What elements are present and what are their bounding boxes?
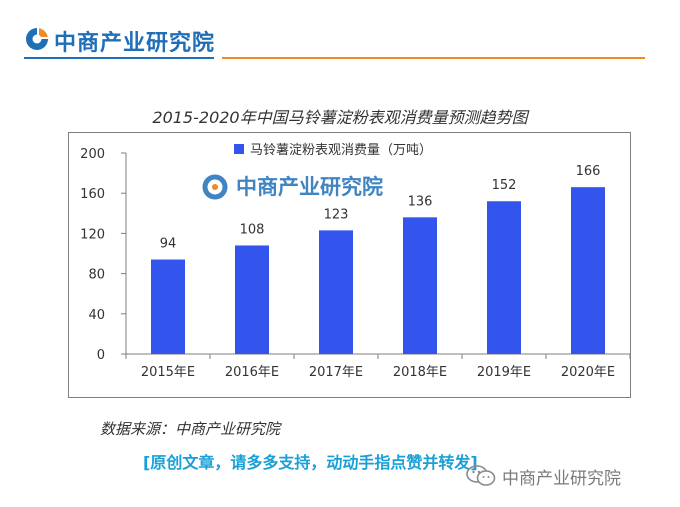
call-to-action: [原创文章，请多多支持，动动手指点赞并转发] [143, 453, 478, 472]
y-tick-label: 80 [88, 268, 105, 283]
x-tick-label: 2016年E [225, 365, 279, 380]
data-label: 152 [492, 178, 517, 193]
chart-watermark: 中商产业研究院 [236, 175, 383, 199]
logo-text: 中商产业研究院 [54, 31, 216, 56]
data-label: 123 [324, 207, 349, 222]
data-label: 94 [160, 237, 177, 252]
x-tick-label: 2017年E [309, 365, 363, 380]
y-tick-label: 40 [88, 308, 105, 323]
header-rule-orange [222, 57, 645, 59]
bar [319, 230, 353, 354]
y-tick-label: 200 [80, 147, 105, 162]
y-tick-label: 160 [80, 187, 105, 202]
data-source: 数据来源：中商产业研究院 [100, 420, 281, 438]
x-tick-label: 2018年E [393, 365, 447, 380]
wechat-icon [466, 465, 496, 486]
bar-chart: 0 40 80 120 160 200 中商产业研究院 94 2015年E 108 2016年E 12… [80, 143, 631, 380]
data-label: 166 [576, 164, 601, 179]
data-label: 108 [240, 222, 265, 237]
y-tick-label: 0 [97, 348, 105, 363]
bar [571, 187, 605, 354]
data-label: 136 [408, 194, 433, 209]
header: 中商产业研究院 [0, 0, 680, 66]
x-tick-label: 2020年E [561, 365, 615, 380]
wechat-badge: 中商产业研究院 [466, 463, 621, 489]
legend-swatch [234, 144, 244, 154]
x-tick-label: 2015年E [141, 365, 195, 380]
y-tick-label: 120 [80, 227, 105, 242]
x-tick-label: 2019年E [477, 365, 531, 380]
bar [235, 245, 269, 354]
bar [487, 201, 521, 354]
legend-label: 马铃薯淀粉表观消费量（万吨） [250, 143, 432, 158]
logo-icon [26, 28, 48, 50]
wechat-account-name: 中商产业研究院 [502, 468, 621, 489]
chart-title: 2015-2020年中国马铃薯淀粉表观消费量预测趋势图 [152, 108, 528, 127]
bar [403, 217, 437, 354]
bar [151, 259, 185, 354]
watermark-logo-dot [212, 184, 218, 190]
header-rule-blue [24, 57, 214, 59]
watermark-logo-icon [202, 174, 228, 200]
